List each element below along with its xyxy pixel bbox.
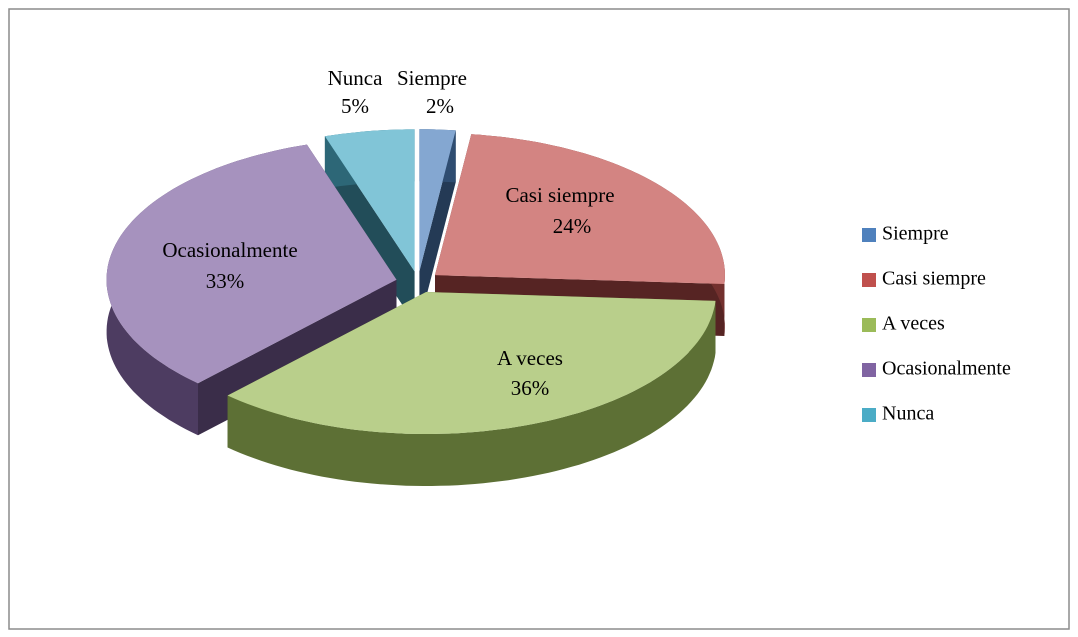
data-label-value: 5% bbox=[341, 94, 369, 118]
slice-highlight bbox=[324, 129, 415, 272]
data-label-name: Ocasionalmente bbox=[162, 238, 297, 262]
slice-highlight bbox=[227, 292, 716, 434]
data-label-value: 36% bbox=[511, 376, 550, 400]
slice-highlight bbox=[106, 144, 397, 384]
legend-label: Casi siempre bbox=[882, 268, 986, 290]
slice-highlight bbox=[435, 134, 725, 284]
slice-outer-wall bbox=[227, 300, 716, 486]
legend-swatch bbox=[862, 318, 876, 332]
legend-swatch bbox=[862, 228, 876, 242]
slice bbox=[419, 129, 456, 272]
legend-swatch bbox=[862, 273, 876, 287]
data-label-name: A veces bbox=[497, 346, 563, 370]
data-label-value: 2% bbox=[426, 94, 454, 118]
legend-swatch bbox=[862, 363, 876, 377]
slice bbox=[324, 129, 415, 272]
data-label-value: 33% bbox=[206, 269, 245, 293]
slice bbox=[227, 292, 716, 434]
data-labels: Siempre 2% Casi siempre 24% A veces 36% Ocasio… bbox=[162, 66, 614, 400]
slice-highlight bbox=[419, 129, 456, 272]
legend-swatch bbox=[862, 408, 876, 422]
chart-frame bbox=[8, 8, 1070, 630]
slice bbox=[106, 144, 397, 384]
slice bbox=[435, 134, 725, 284]
data-label-name: Nunca bbox=[328, 66, 383, 90]
data-label-name: Siempre bbox=[397, 66, 467, 90]
legend-label: A veces bbox=[882, 313, 945, 335]
data-label-name: Casi siempre bbox=[505, 183, 614, 207]
data-label-value: 24% bbox=[553, 214, 592, 238]
legend-label: Ocasionalmente bbox=[882, 358, 1011, 380]
legend-label: Nunca bbox=[882, 403, 934, 425]
legend: Siempre Casi siempre A veces Ocasionalmente… bbox=[862, 223, 1011, 425]
pie-tops bbox=[106, 129, 725, 434]
legend-label: Siempre bbox=[882, 223, 949, 245]
